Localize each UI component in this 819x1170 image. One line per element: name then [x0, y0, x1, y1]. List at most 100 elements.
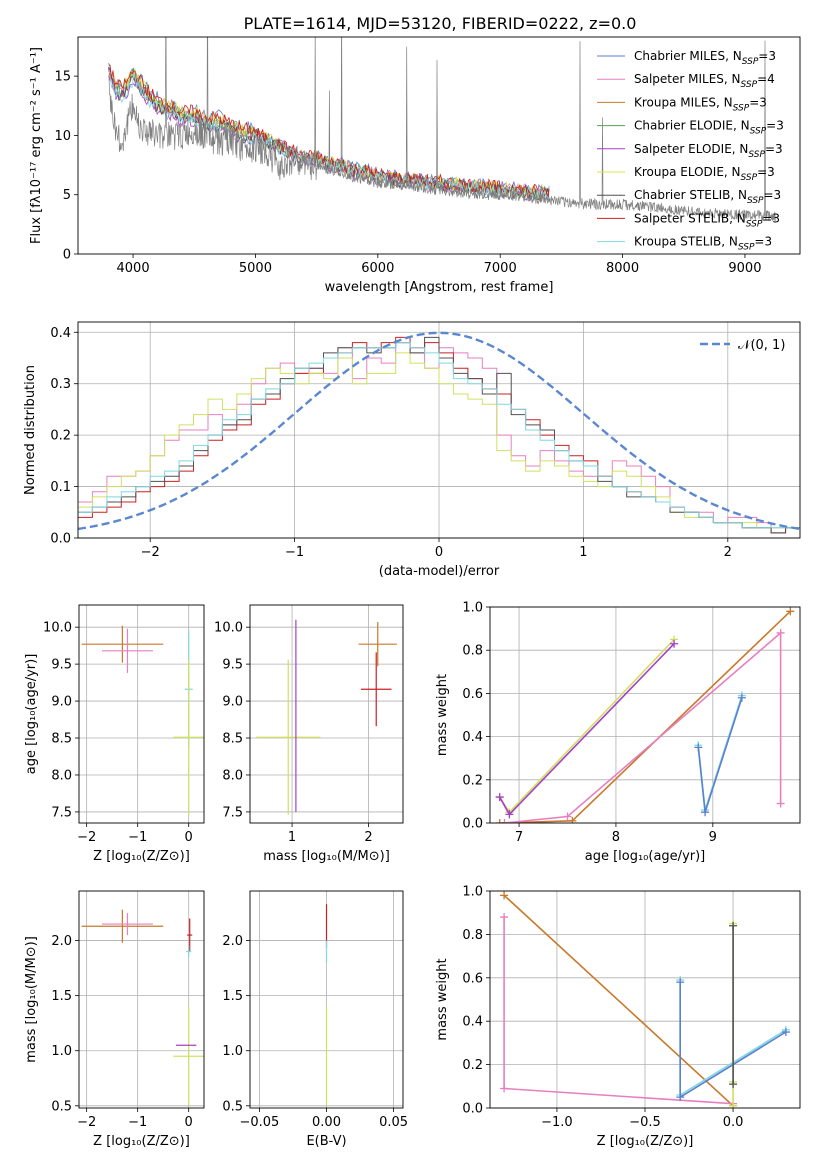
legend-label-tail: =3: [764, 188, 782, 202]
weight-point-marker: [500, 1084, 509, 1093]
x-axis-label: Z [log₁₀(Z/Z⊙)]: [93, 1134, 190, 1149]
x-tick-label: 9: [709, 830, 717, 845]
y-tick-label: 0.4: [462, 1015, 483, 1030]
y-tick-label: 9.5: [222, 658, 243, 673]
y-tick-label: 0.8: [462, 928, 483, 943]
y-tick-label: 0.2: [50, 429, 71, 444]
axes-frame: [249, 890, 404, 1109]
legend-label: Chabrier ELODIE, NSSP=3: [634, 119, 784, 137]
y-tick-label: 1.0: [51, 1044, 72, 1059]
x-tick-label: 2: [364, 830, 372, 845]
legend-label-sub: SSP: [746, 219, 763, 229]
weight-series-line: [499, 610, 791, 823]
legend-label: 𝒩(0, 1): [738, 338, 785, 353]
x-tick-label: 1: [288, 830, 296, 845]
legend-label-text: Salpeter STELIB, N: [634, 211, 746, 225]
observed-spectrum-line: [108, 37, 776, 222]
weight-point-marker: [495, 793, 504, 802]
y-tick-label: 0: [63, 248, 71, 263]
y-tick-label: 0.1: [50, 480, 71, 495]
x-tick-label: 0: [185, 830, 193, 845]
age_vs_Z-chart: −2 −1 0 7.5 8.0 8.5 9.0 9.5 10.0 Z [log₁₀(Z/Z⊙)] a…: [24, 604, 205, 864]
legend-label: Salpeter ELODIE, NSSP=3: [634, 142, 783, 160]
weight-point-marker: [776, 628, 785, 637]
plot-area: [81, 625, 204, 815]
y-tick-label: 0.8: [462, 644, 483, 659]
y-tick-label: 2.0: [51, 934, 72, 949]
legend-label: Kroupa ELODIE, NSSP=3: [634, 165, 775, 183]
x-tick-label: 1: [579, 545, 587, 560]
y-tick-label: 0.2: [462, 773, 483, 788]
x-tick-label: 9000: [728, 261, 761, 276]
weight-point-marker: [701, 808, 710, 817]
y-tick-label: 7.5: [51, 805, 72, 820]
y-tick-label: 0.2: [462, 1058, 483, 1073]
plot-area: [108, 37, 776, 222]
x-tick-label: 4000: [117, 261, 150, 276]
axes-frame: [489, 890, 801, 1109]
mass_vs_Z-chart: −2 −1 0 0.5 1.0 1.5 2.0 Z [log₁₀(Z/Z⊙)] mass [lo…: [24, 890, 205, 1149]
axes-frame: [489, 606, 801, 824]
x-tick-label: 6000: [361, 261, 394, 276]
weight-point-marker: [495, 819, 504, 823]
histogram-step-line: [78, 342, 800, 529]
legend-label-text: Kroupa MILES, N: [634, 95, 733, 109]
legend-label-text: Chabrier ELODIE, N: [634, 119, 750, 133]
weight-series-line: [503, 917, 734, 1105]
legend-label-text: Salpeter ELODIE, N: [634, 142, 748, 156]
legend-label-sub: SSP: [747, 196, 764, 206]
x-tick-label: −0.5: [629, 1115, 661, 1130]
legend-label: Kroupa STELIB, NSSP=3: [634, 235, 772, 253]
y-tick-label: 10: [54, 129, 71, 144]
x-axis-label: Z [log₁₀(Z/Z⊙)]: [597, 1134, 694, 1149]
x-tick-label: −1: [285, 545, 304, 560]
weight-point-marker: [500, 891, 509, 900]
y-tick-label: 0.0: [462, 1102, 483, 1117]
weight-point-marker: [729, 1101, 738, 1108]
legend-label-text: Chabrier STELIB, N: [634, 188, 747, 202]
legend-label-tail: =3: [766, 119, 784, 133]
y-tick-label: 9.0: [222, 695, 243, 710]
residuals-chart: −2 −1 0 1 2 0.0 0.1 0.2 0.3 0.4 (data-model)/error…: [23, 321, 801, 579]
plot-area: [256, 619, 397, 815]
weight-point-marker: [563, 812, 572, 821]
y-axis-label: Normed distribution: [23, 365, 38, 495]
x-tick-label: 0.0: [723, 1115, 744, 1130]
y-axis-label: mass weight: [435, 674, 450, 756]
y-tick-label: 0.6: [462, 971, 483, 986]
y-tick-label: 1.0: [222, 1044, 243, 1059]
weight-series-line: [499, 638, 675, 814]
x-axis-label: Z [log₁₀(Z/Z⊙)]: [93, 849, 190, 864]
weight-point-marker: [781, 1028, 790, 1037]
x-axis-label: age [log₁₀(age/yr)]: [585, 849, 706, 864]
weight_vs_age-chart: 7 8 9 0.0 0.2 0.4 0.6 0.8 1.0 age [log₁₀(age/yr)]…: [435, 601, 801, 864]
legend-label: Salpeter MILES, NSSP=4: [634, 72, 775, 90]
legend-label-text: Chabrier MILES, N: [634, 49, 742, 63]
x-axis-label: E(B-V): [306, 1134, 346, 1149]
x-tick-label: 7000: [484, 261, 517, 276]
legend-label-tail: =4: [757, 72, 775, 86]
y-tick-label: 0.0: [50, 532, 71, 547]
weight-series-line: [499, 643, 675, 816]
legend-label-sub: SSP: [741, 80, 758, 90]
y-tick-label: 8.0: [222, 768, 243, 783]
legend-label: Chabrier MILES, NSSP=3: [634, 49, 776, 67]
y-tick-label: 1.0: [462, 885, 483, 900]
weight-point-marker: [568, 816, 577, 823]
y-tick-label: 9.0: [51, 695, 72, 710]
x-tick-label: −1: [128, 1115, 147, 1130]
y-tick-label: 8.5: [51, 732, 72, 747]
y-axis-label: mass [log₁₀(M/M⊙)]: [24, 936, 39, 1063]
weight-point-marker: [500, 819, 509, 823]
y-tick-label: 0.3: [50, 377, 71, 392]
normal-curve: [78, 331, 800, 531]
weight-point-marker: [676, 978, 685, 987]
y-tick-label: 0.5: [222, 1099, 243, 1114]
x-tick-label: −2: [77, 830, 96, 845]
y-axis-label: age [log₁₀(age/yr)]: [24, 654, 39, 775]
weight-point-marker: [670, 639, 679, 648]
legend-label-text: Kroupa ELODIE, N: [634, 165, 741, 179]
axes-frame: [78, 604, 205, 824]
weight-point-marker: [505, 810, 514, 819]
